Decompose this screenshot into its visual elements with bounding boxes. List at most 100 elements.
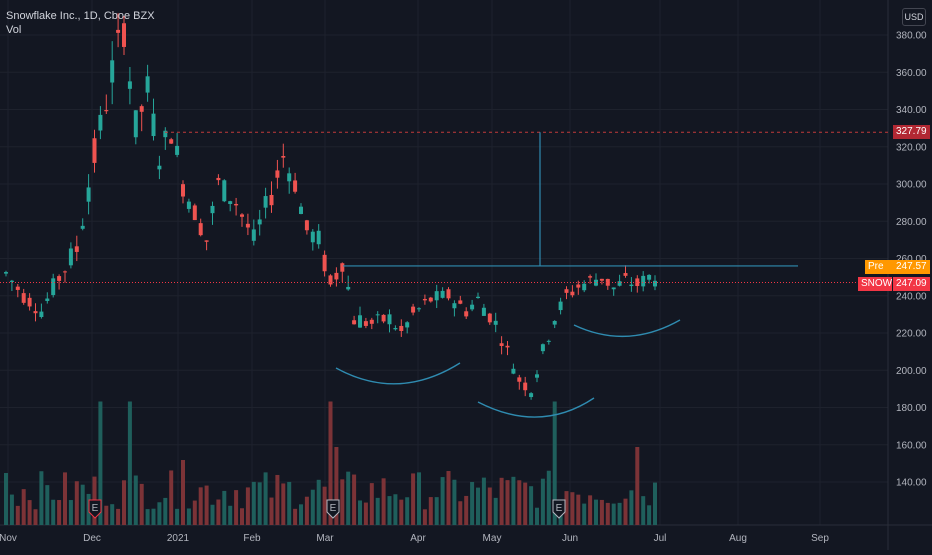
candle-body	[511, 369, 515, 374]
volume-bar	[417, 472, 421, 525]
volume-bar	[441, 477, 445, 525]
volume-bar	[134, 476, 138, 525]
time-tick-label: Feb	[243, 533, 261, 544]
volume-bar	[252, 482, 256, 525]
candle-body	[582, 284, 586, 291]
candle-body	[69, 248, 73, 265]
candle-body	[110, 60, 114, 82]
volume-bar	[75, 481, 79, 525]
candle-body	[382, 315, 386, 322]
price-tick-label: 300.00	[896, 180, 927, 191]
candle-body	[411, 307, 415, 313]
volume-bar	[511, 477, 515, 525]
volume-bar	[376, 498, 380, 525]
candle-body	[541, 344, 545, 351]
candle-body	[169, 139, 173, 143]
earnings-marker-label: E	[556, 503, 563, 514]
volume-bar	[152, 509, 156, 525]
candle-body	[305, 220, 309, 230]
volume-bar	[175, 509, 179, 525]
volume-bar	[281, 483, 285, 525]
candle-body	[500, 343, 504, 346]
volume-bar	[293, 509, 297, 525]
volume-bar	[275, 475, 279, 525]
candle-body	[612, 287, 616, 289]
volume-bar	[211, 505, 215, 525]
volume-bar	[51, 500, 55, 525]
volume-bar	[606, 503, 610, 525]
candle-body	[565, 289, 569, 293]
candle-body	[39, 312, 43, 317]
volume-bar	[452, 480, 456, 525]
volume-bar	[16, 506, 20, 525]
candle-body	[63, 271, 67, 272]
volume-bar	[517, 480, 521, 525]
candle-body	[358, 315, 362, 327]
price-tick-label: 180.00	[896, 403, 927, 414]
volume-bar	[458, 501, 462, 525]
premarket-label: Pre	[865, 260, 893, 274]
volume-bar	[435, 497, 439, 525]
candle-body	[16, 287, 20, 290]
time-tick-label: Apr	[410, 533, 426, 544]
price-tick-label: 200.00	[896, 366, 927, 377]
volume-bar	[570, 492, 574, 525]
volume-bar	[618, 503, 622, 525]
drawings	[0, 132, 888, 417]
volume-bar	[588, 495, 592, 525]
candle-body	[281, 156, 285, 158]
candle-body	[641, 276, 645, 286]
candle-body	[311, 232, 315, 243]
candle-body	[93, 138, 97, 163]
time-tick-label: Nov	[0, 533, 17, 544]
candle-body	[476, 297, 480, 298]
candle-body	[364, 321, 368, 326]
volume-bar	[299, 504, 303, 525]
candle-body	[140, 106, 144, 112]
volume-bar	[364, 503, 368, 525]
candle-body	[10, 281, 14, 282]
candle-body	[494, 321, 498, 325]
candle-body	[423, 299, 427, 300]
volume-bar	[34, 509, 38, 525]
volume-bar	[600, 500, 604, 525]
volume-bar	[399, 500, 403, 525]
volume-bar	[4, 473, 8, 525]
candle-body	[547, 341, 551, 342]
candle-body	[175, 146, 179, 155]
volume-bar	[635, 447, 639, 525]
currency-button[interactable]: USD	[902, 8, 926, 26]
price-tick-label: 280.00	[896, 217, 927, 228]
volume-bar	[22, 489, 26, 525]
candle-body	[234, 204, 238, 205]
volume-bar	[500, 478, 504, 525]
volume-bar	[169, 470, 173, 525]
candle-body	[352, 320, 356, 324]
candle-body	[370, 320, 374, 324]
candle-body	[329, 275, 333, 284]
time-tick-label: Sep	[811, 533, 829, 544]
price-tick-label: 160.00	[896, 440, 927, 451]
volume-bar	[140, 484, 144, 525]
candle-body	[553, 321, 557, 325]
volume-bar	[28, 500, 32, 525]
candle-body	[199, 223, 203, 235]
left-shoulder-arc	[336, 363, 460, 384]
time-tick-label: Mar	[316, 533, 334, 544]
candle-body	[146, 76, 150, 92]
candle-body	[618, 281, 622, 286]
volume-bar	[352, 475, 356, 525]
candle-body	[152, 114, 156, 136]
candle-body	[629, 285, 633, 286]
candle-body	[517, 377, 521, 381]
volume-bar	[45, 485, 49, 525]
symbol-tag-label: SNOW	[858, 277, 892, 291]
volume-bar	[287, 482, 291, 525]
candle-body	[216, 178, 220, 180]
volume-bar	[222, 491, 226, 525]
price-tick-label: 380.00	[896, 31, 927, 42]
volume-bar	[317, 480, 321, 525]
